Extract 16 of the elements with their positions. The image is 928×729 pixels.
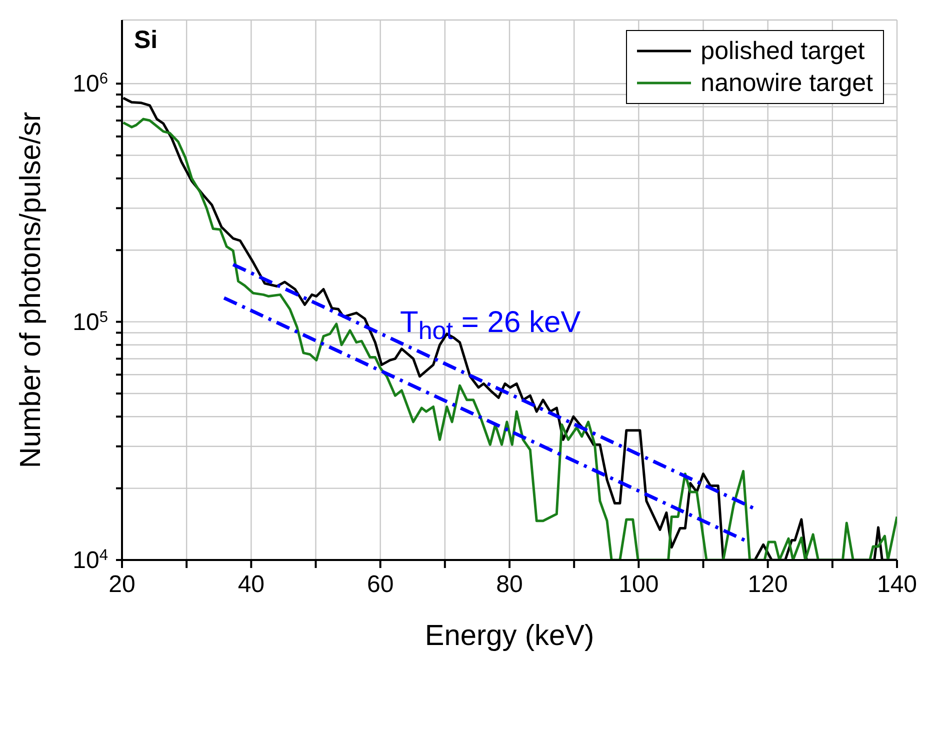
x-tick-label: 20 bbox=[108, 571, 136, 598]
legend-label: nanowire target bbox=[700, 68, 873, 99]
y-tick-label: 10$^{5}$ bbox=[72, 308, 108, 336]
annotation: T$_{hot}$ = 26 keV bbox=[400, 306, 581, 346]
x-tick-label: 60 bbox=[366, 571, 394, 598]
x-tick-label: 120 bbox=[748, 571, 788, 598]
y-tick-label: 10$^{6}$ bbox=[72, 70, 108, 98]
x-axis-title: Energy (keV) bbox=[424, 620, 594, 652]
y-tick-label: 10$^{4}$ bbox=[72, 546, 108, 574]
annotation: Si bbox=[134, 26, 158, 55]
x-tick-label: 100 bbox=[618, 571, 659, 598]
y-axis-title: Number of photons/pulse/sr bbox=[15, 112, 47, 468]
legend-label: polished target bbox=[700, 36, 865, 67]
x-tick-label: 80 bbox=[496, 571, 523, 598]
x-tick-label: 140 bbox=[876, 571, 918, 598]
x-tick-label: 40 bbox=[238, 571, 265, 598]
